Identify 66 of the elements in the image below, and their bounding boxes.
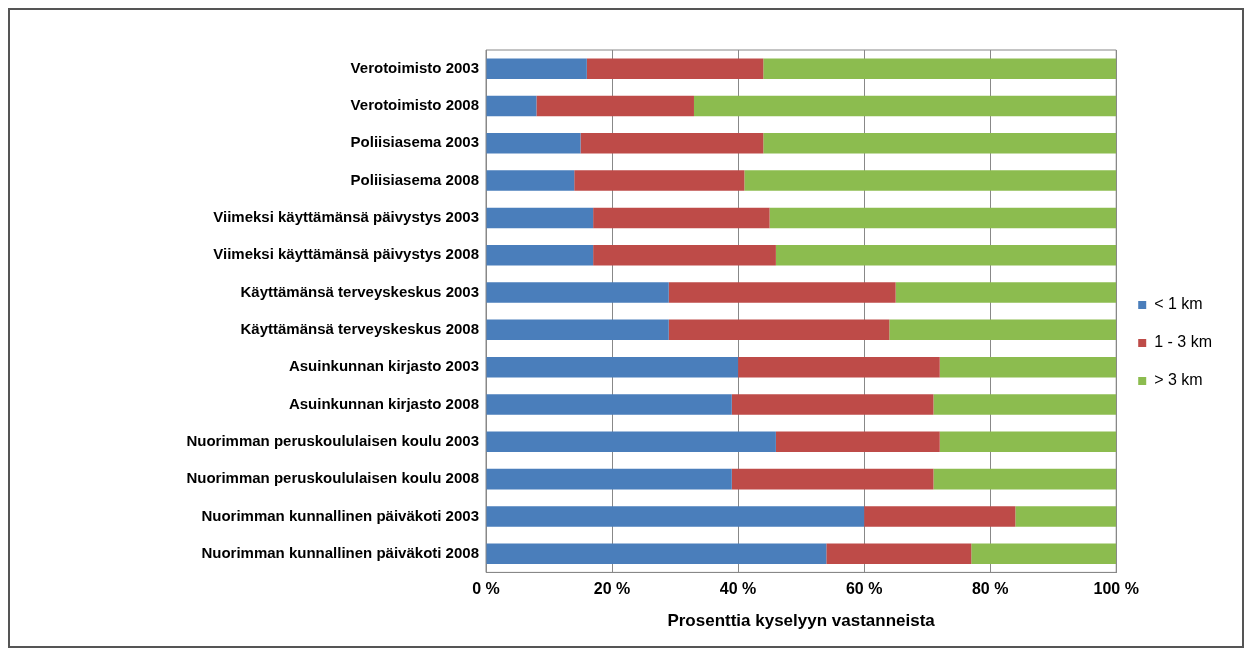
bar (486, 58, 587, 79)
bar (486, 282, 669, 303)
bar (486, 468, 732, 490)
y-tick-label: Poliisiasema 2008 (350, 170, 479, 188)
bar (769, 207, 1117, 229)
y-tick-label: Viimeksi käyttämänsä päivystys 2008 (213, 245, 479, 263)
y-tick-label: Käyttämänsä terveyskeskus 2008 (240, 320, 479, 337)
y-tick-label: Käyttämänsä terveyskeskus 2003 (240, 282, 479, 300)
y-tick-label: Nuorimman peruskoululaisen koulu 2003 (186, 431, 479, 449)
y-tick-label: Poliisiasema 2003 (350, 133, 479, 151)
bar (933, 394, 1117, 415)
bar (486, 244, 594, 266)
bar (486, 431, 776, 453)
bar (939, 431, 1117, 453)
bar (574, 170, 745, 191)
x-tick-label: 20 % (593, 580, 631, 598)
bar (668, 319, 890, 341)
bar (486, 170, 575, 191)
bar (668, 282, 896, 303)
bar (593, 244, 776, 266)
bar (1015, 506, 1117, 527)
bar (826, 543, 972, 564)
bar (933, 468, 1117, 490)
bar (693, 95, 1117, 117)
x-tick-label: 40 % (719, 580, 757, 598)
y-tick-label: Viimeksi käyttämänsä päivystys 2003 (213, 208, 479, 226)
legend-label: < 1 km (1154, 295, 1203, 313)
bar (731, 468, 934, 490)
x-tick-label: 60 % (845, 580, 883, 598)
bar (731, 394, 934, 415)
bar (775, 431, 940, 453)
bar (939, 356, 1117, 378)
bar (895, 282, 1117, 303)
bar (580, 133, 764, 154)
bar (763, 58, 1117, 79)
bar (486, 356, 739, 378)
x-tick-label: 0 % (472, 580, 500, 598)
legend-label: > 3 km (1154, 371, 1203, 389)
x-axis-title: Prosenttia kyselyyn vastanneista (667, 611, 936, 631)
bar (738, 356, 940, 378)
bar (763, 133, 1117, 154)
y-tick-label: Nuorimman kunnallinen päiväkoti 2008 (201, 543, 479, 561)
bar (586, 58, 764, 79)
x-tick-label: 80 % (971, 580, 1009, 598)
bar (486, 207, 594, 229)
bar (536, 95, 694, 117)
bar (486, 133, 581, 154)
bar (971, 543, 1117, 564)
y-tick-label: Nuorimman kunnallinen päiväkoti 2003 (201, 506, 479, 524)
bar (486, 506, 865, 527)
x-tick-label: 100 % (1093, 580, 1139, 598)
y-tick-label: Verotoimisto 2003 (350, 58, 479, 76)
y-tick-label: Nuorimman peruskoululaisen koulu 2008 (186, 469, 479, 487)
bar (744, 170, 1117, 191)
bar (864, 506, 1016, 527)
bar (775, 244, 1117, 266)
legend-label: 1 - 3 km (1154, 333, 1213, 351)
bar (486, 394, 732, 415)
y-tick-label: Verotoimisto 2008 (350, 96, 479, 114)
bar (486, 319, 669, 341)
bar (889, 319, 1117, 341)
bar (486, 543, 827, 564)
bar (593, 207, 770, 229)
bar (486, 95, 537, 117)
y-tick-label: Asuinkunnan kirjasto 2008 (288, 394, 479, 412)
y-tick-label: Asuinkunnan kirjasto 2003 (288, 357, 479, 375)
